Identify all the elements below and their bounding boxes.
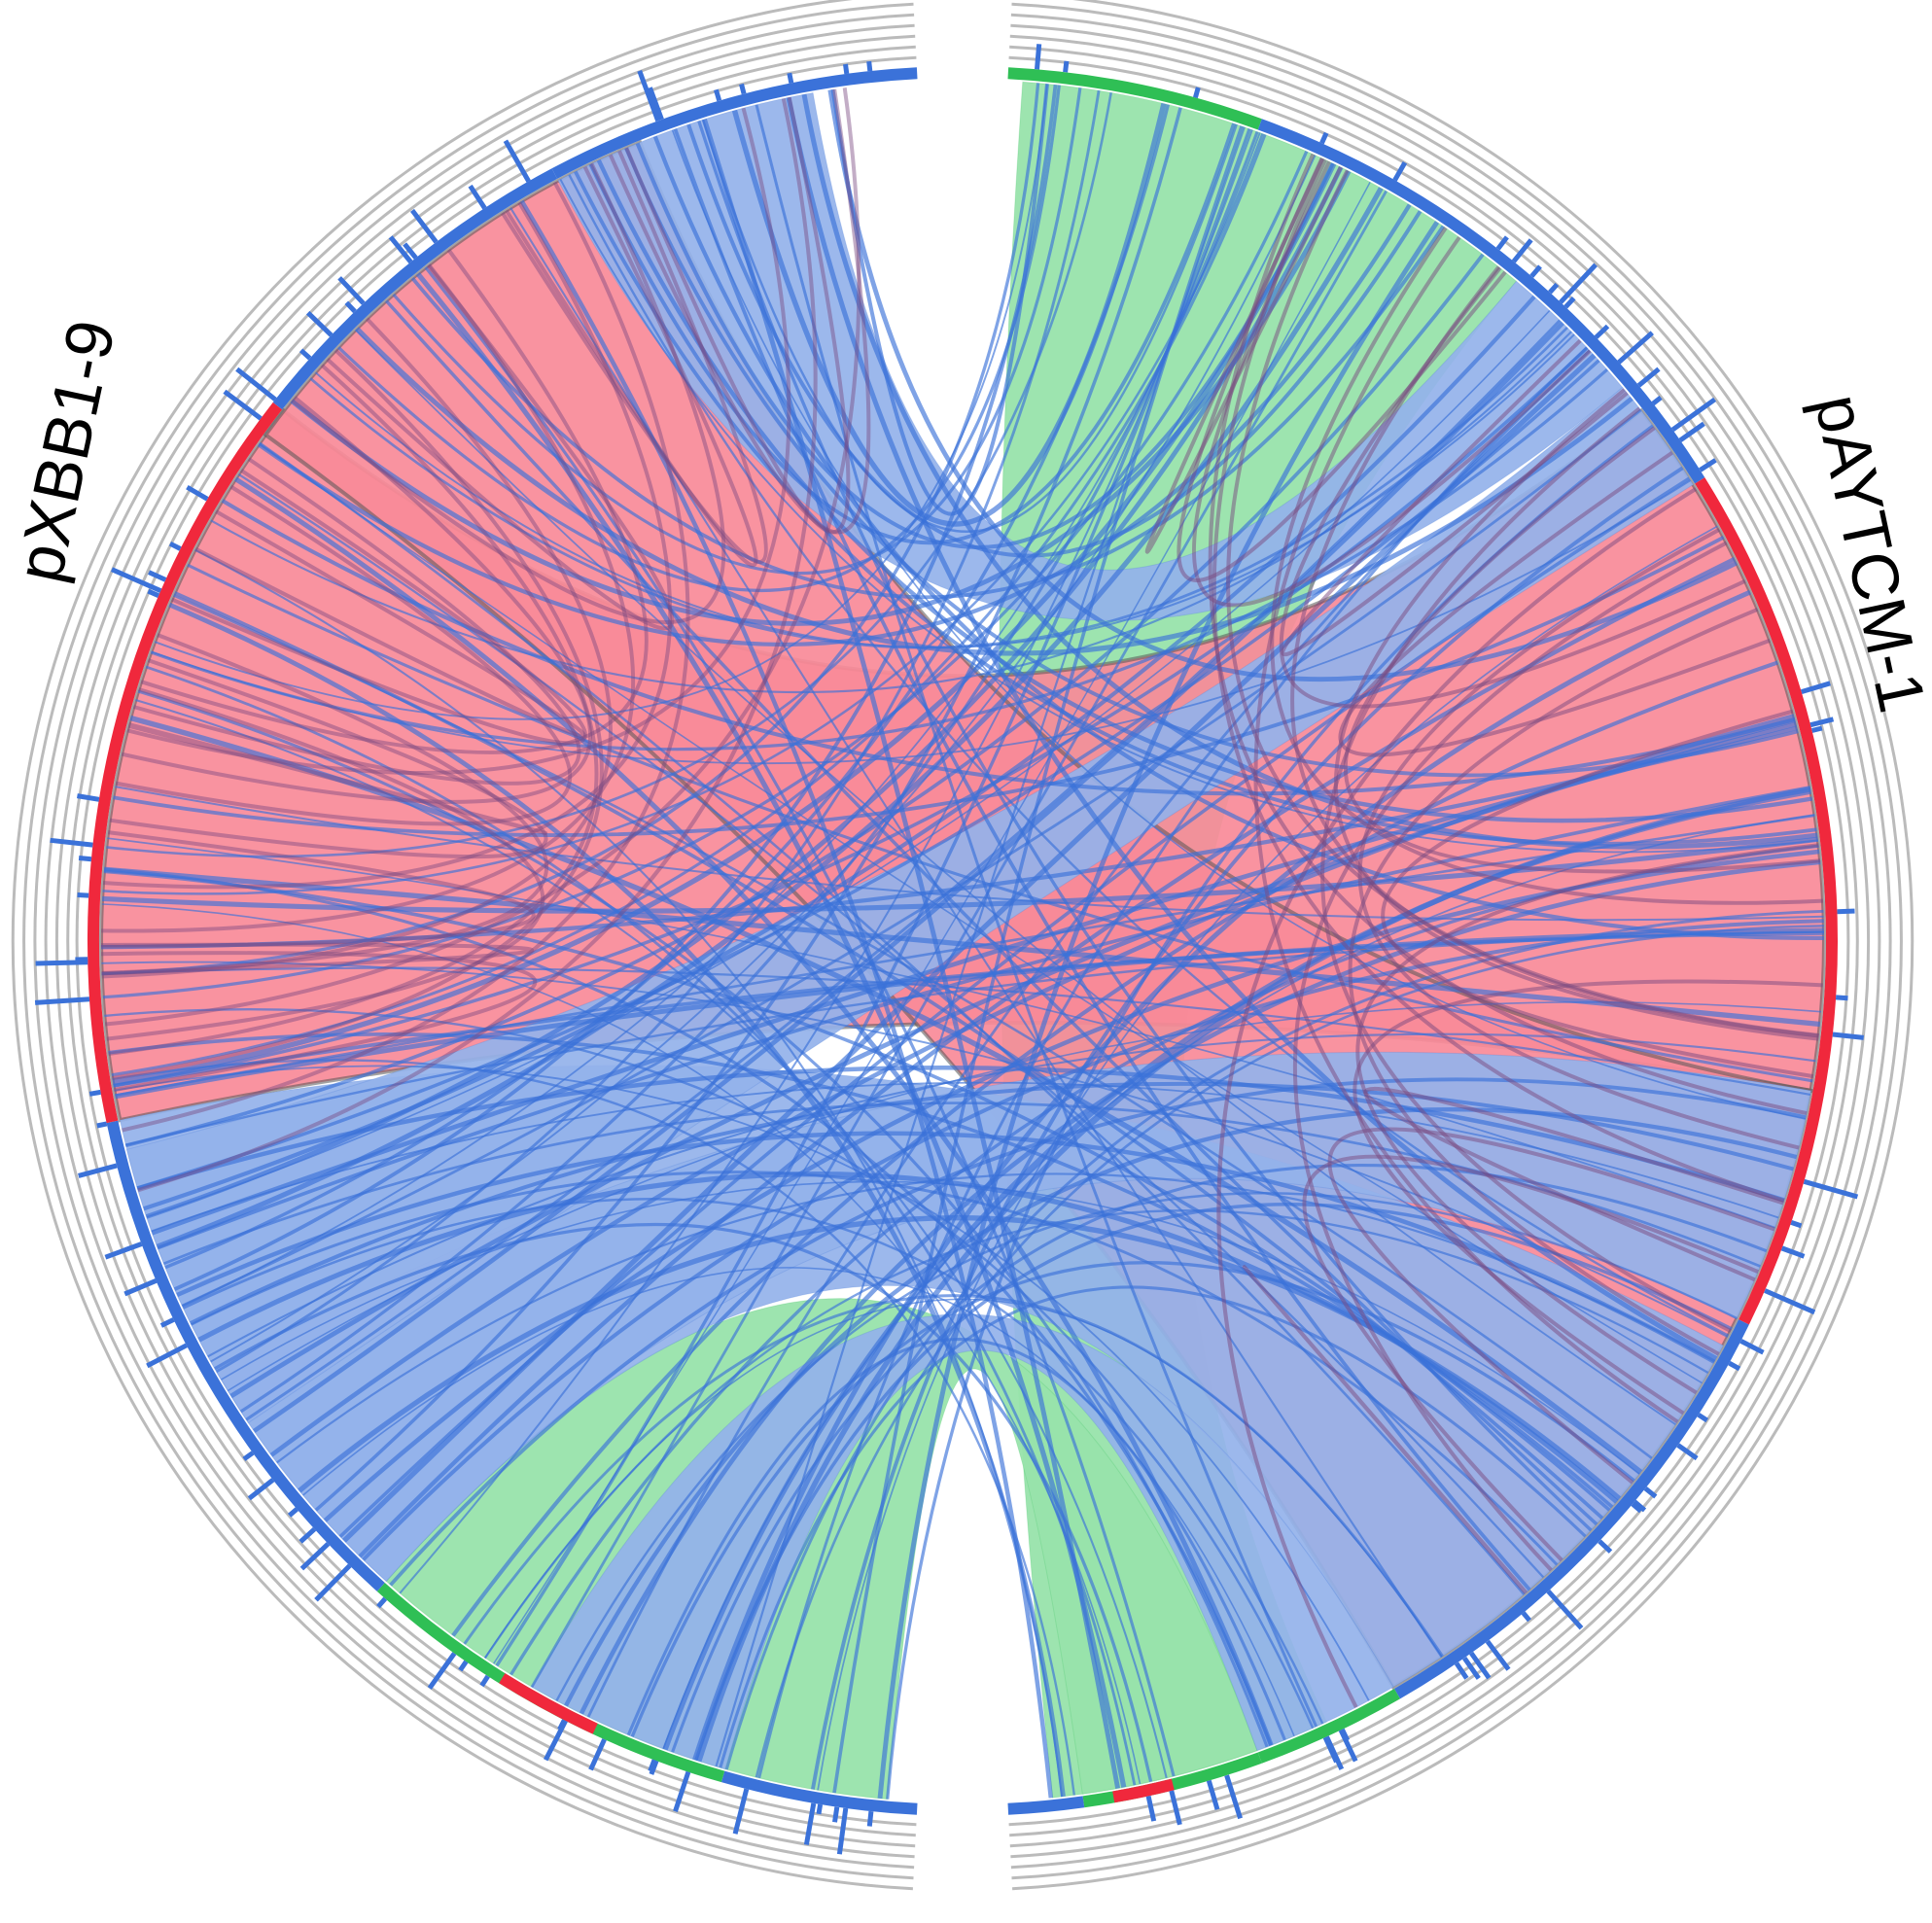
histogram-tick	[869, 1811, 871, 1826]
histogram-tick	[839, 1808, 845, 1854]
histogram-tick	[460, 1661, 466, 1670]
histogram-tick	[1833, 1034, 1864, 1037]
histogram-tick	[482, 1676, 488, 1686]
histogram-tick	[1645, 1488, 1656, 1497]
histogram-tick	[316, 1565, 350, 1599]
histogram-tick	[1531, 266, 1540, 276]
histogram-tick	[244, 1452, 253, 1459]
histogram-tick	[846, 64, 847, 74]
histogram-tick	[170, 543, 181, 548]
histogram-tick	[1782, 1248, 1792, 1252]
histogram-tick	[790, 73, 791, 83]
histogram-tick	[1699, 1415, 1707, 1420]
histogram-tick	[346, 302, 355, 311]
histogram-tick	[1836, 997, 1847, 998]
histogram-tick	[1195, 87, 1198, 97]
histogram-tick	[148, 591, 158, 596]
histogram-tick	[1678, 1445, 1698, 1458]
histogram-tick	[1066, 61, 1067, 72]
histogram-tick	[1037, 44, 1039, 69]
histogram-tick	[301, 350, 310, 358]
histogram-tick	[1209, 1781, 1217, 1810]
histogram-tick	[79, 858, 91, 859]
histogram-tick	[290, 1509, 298, 1516]
histogram-tick	[97, 1124, 107, 1126]
histogram-tick	[78, 895, 89, 896]
histogram-tick	[1802, 683, 1831, 692]
histogram-tick	[1561, 264, 1596, 302]
histogram-tick	[869, 61, 870, 71]
histogram-tick	[1791, 1222, 1801, 1226]
histogram-tick	[1812, 728, 1822, 731]
histogram-tick	[1172, 1791, 1180, 1825]
histogram-tick	[1838, 911, 1855, 912]
histogram-tick	[1729, 1363, 1739, 1369]
histogram-tick	[35, 999, 89, 1003]
histogram-tick	[716, 89, 719, 100]
histogram-tick	[1550, 285, 1557, 293]
histogram-tick	[742, 85, 745, 94]
histogram-tick	[89, 1092, 100, 1094]
histogram-tick	[225, 392, 261, 419]
histogram-tick	[1321, 133, 1326, 144]
histogram-tick	[1548, 1591, 1581, 1628]
histogram-tick	[819, 1804, 821, 1814]
histogram-tick	[149, 573, 165, 580]
histogram-tick	[36, 962, 88, 963]
histogram-tick	[835, 1807, 837, 1823]
histogram-tick	[51, 840, 93, 845]
histogram-tick	[1653, 398, 1661, 403]
histogram-tick	[1524, 1613, 1529, 1621]
histogram-tick	[1395, 162, 1405, 180]
histogram-tick	[378, 1598, 385, 1606]
segment-bar	[1008, 1801, 1084, 1809]
histogram-tick	[1565, 298, 1574, 307]
